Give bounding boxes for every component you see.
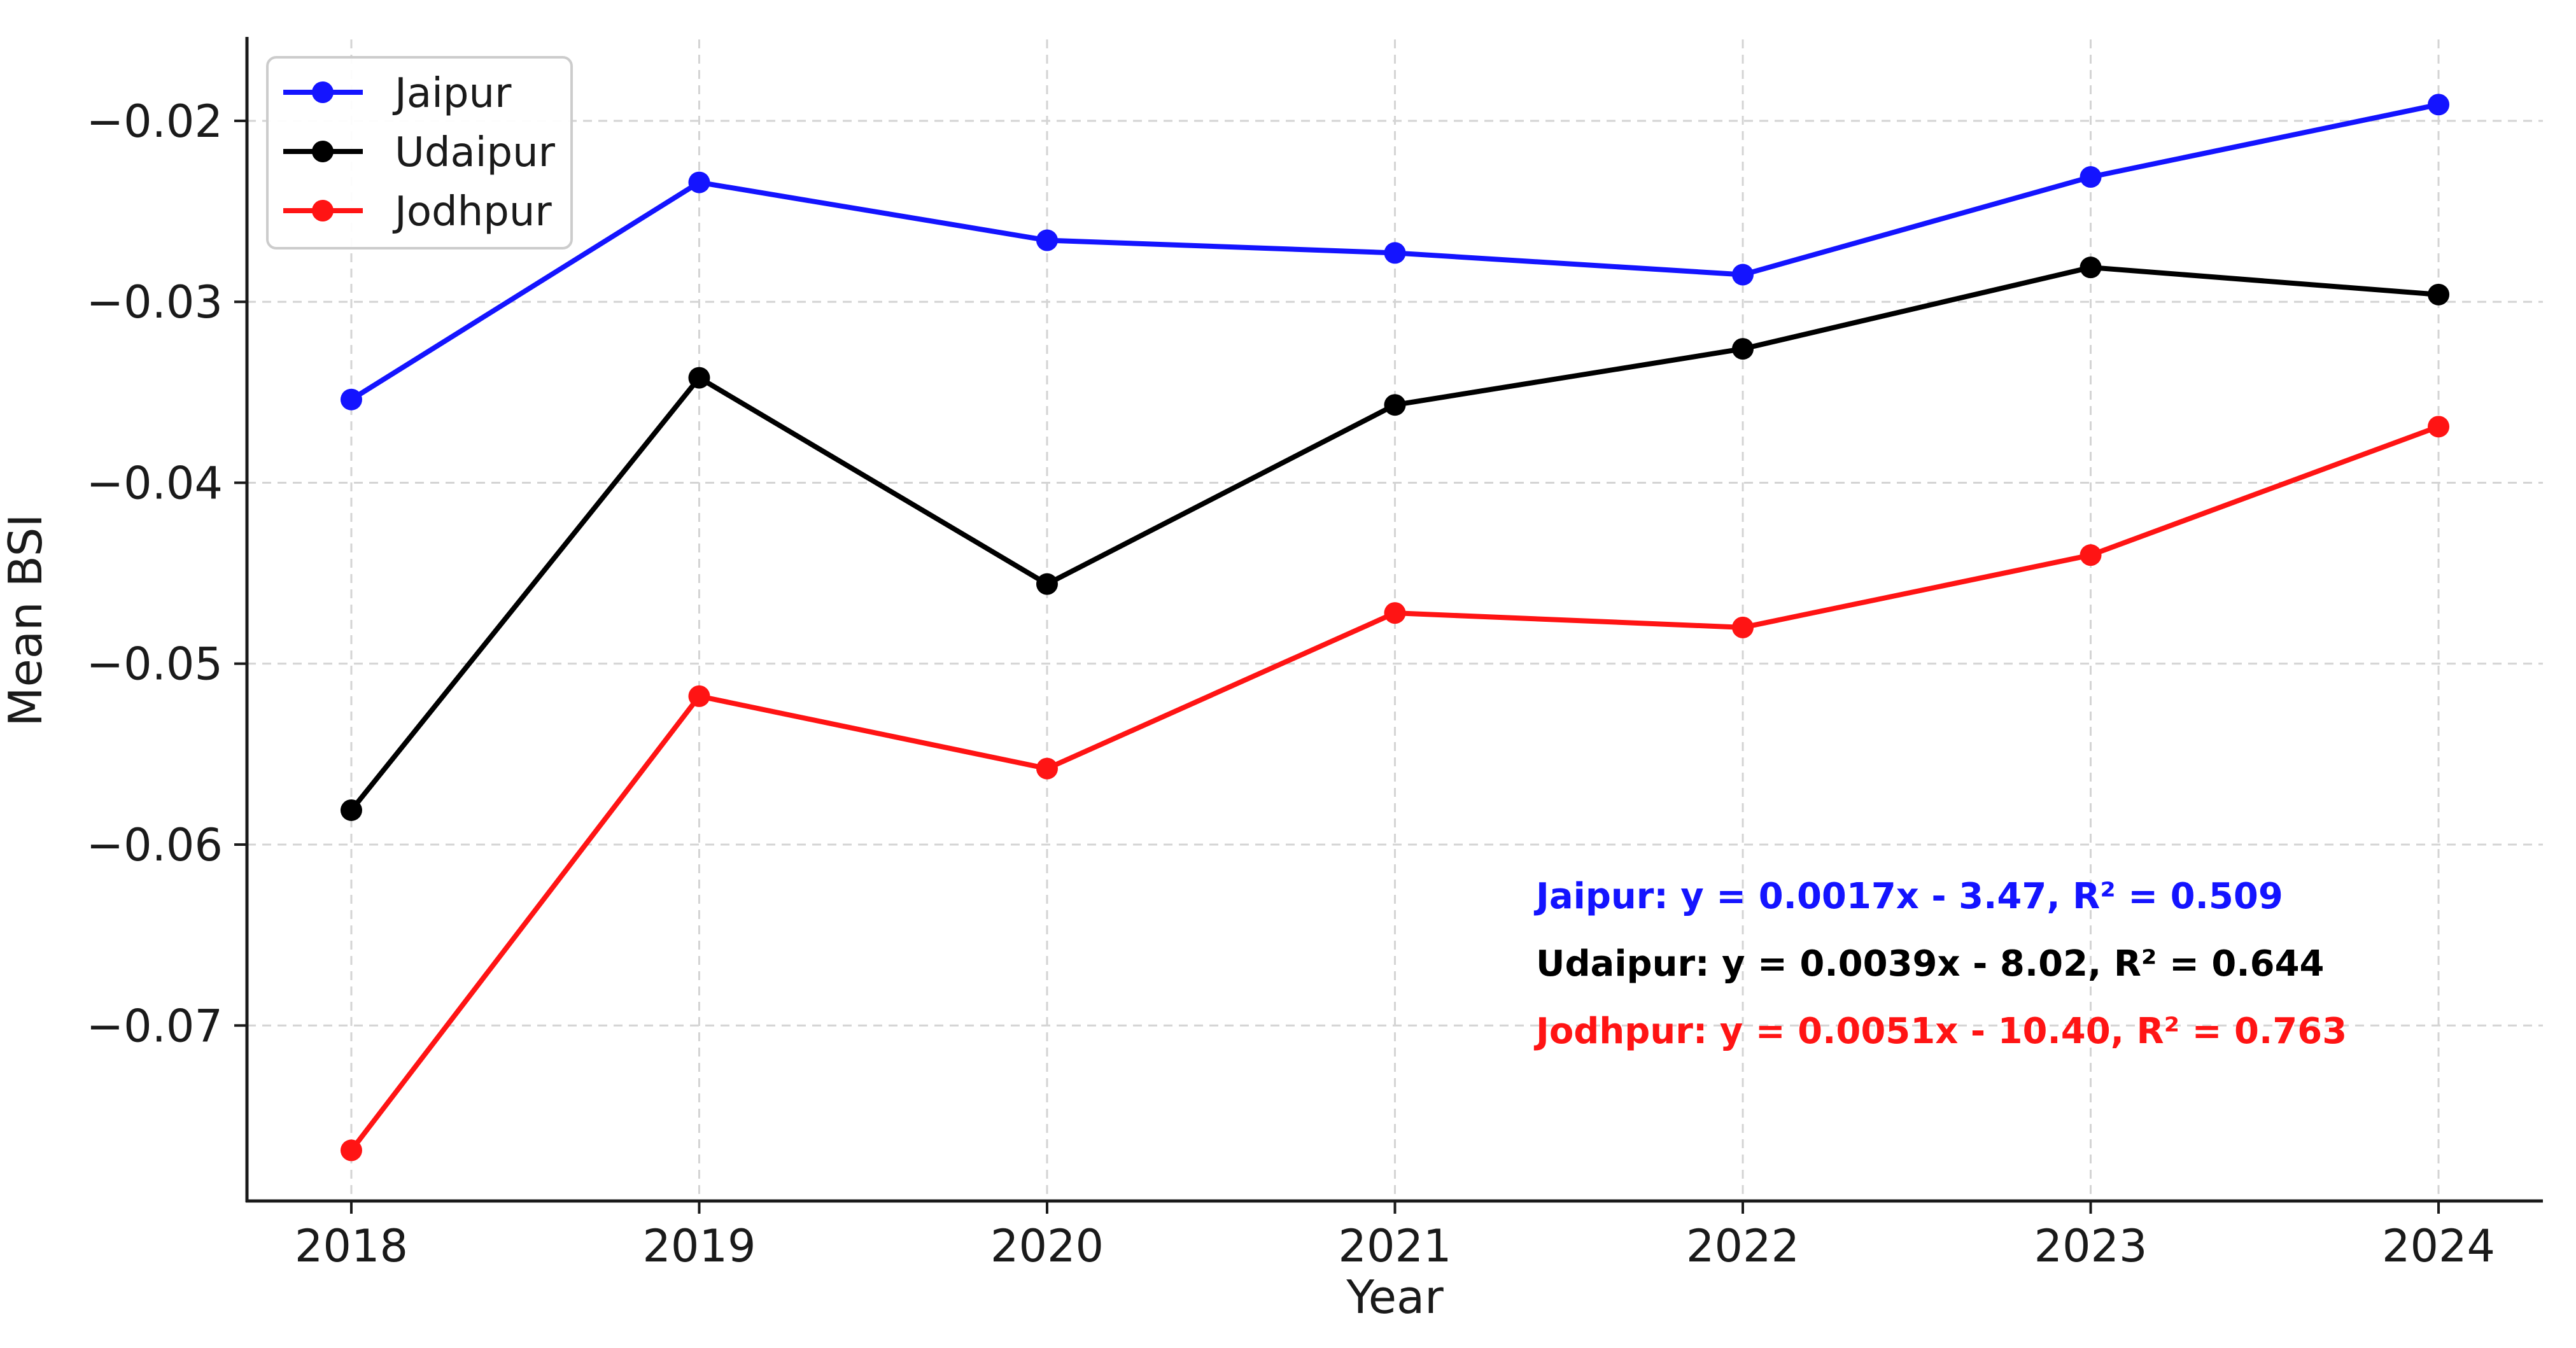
x-tick-label: 2024 <box>2382 1220 2495 1272</box>
x-tick-label: 2018 <box>295 1220 408 1272</box>
legend-swatch-marker <box>312 141 334 162</box>
x-tick-label: 2019 <box>642 1220 756 1272</box>
y-axis-title: Mean BSI <box>0 514 52 726</box>
regression-annotation-jaipur: Jaipur: y = 0.0017x - 3.47, R² = 0.509 <box>1533 876 2283 917</box>
series-jaipur <box>340 94 2450 411</box>
x-axis-title: Year <box>1346 1270 1444 1324</box>
y-tick-label: −0.07 <box>86 1000 223 1052</box>
legend-frame <box>266 56 573 249</box>
x-tick-label: 2021 <box>1338 1220 1451 1272</box>
data-point-jodhpur-2021 <box>1384 602 1406 624</box>
legend-label: Jodhpur <box>392 188 552 235</box>
data-point-jodhpur-2024 <box>2428 416 2450 438</box>
legend-label: Udaipur <box>395 129 556 176</box>
series-jodhpur <box>340 416 2450 1162</box>
data-point-jodhpur-2022 <box>1732 616 1754 638</box>
regression-annotation-jodhpur: Jodhpur: y = 0.0051x - 10.40, R² = 0.763 <box>1533 1011 2347 1052</box>
data-point-jodhpur-2020 <box>1036 757 1058 780</box>
ticks-layer: 2018 2019 2020 2021 2022 2023 2024 −0.07 −0.06 −0… <box>86 95 2495 1272</box>
x-tick-label: 2020 <box>990 1220 1104 1272</box>
series-layer <box>340 94 2450 1162</box>
y-tick-label: −0.05 <box>86 638 223 691</box>
x-tick-label: 2022 <box>1686 1220 1799 1272</box>
annotations: Jaipur: y = 0.0017x - 3.47, R² = 0.509 Ud… <box>1533 876 2347 1052</box>
data-point-udaipur-2021 <box>1384 394 1406 416</box>
regression-annotation-udaipur: Udaipur: y = 0.0039x - 8.02, R² = 0.644 <box>1536 943 2325 985</box>
x-tick-label: 2023 <box>2034 1220 2147 1272</box>
data-point-udaipur-2018 <box>340 799 362 821</box>
data-point-jaipur-2022 <box>1732 263 1754 286</box>
data-point-jaipur-2018 <box>340 388 362 411</box>
series-udaipur <box>340 256 2450 821</box>
data-point-jaipur-2019 <box>688 171 710 193</box>
data-point-udaipur-2019 <box>688 367 710 389</box>
legend-label: Jaipur <box>392 70 512 117</box>
data-point-udaipur-2024 <box>2428 283 2450 305</box>
data-point-udaipur-2022 <box>1732 338 1754 360</box>
data-point-jaipur-2020 <box>1036 229 1058 251</box>
legend-item-jaipur: Jaipur <box>283 70 512 117</box>
data-point-jaipur-2021 <box>1384 242 1406 264</box>
data-point-jodhpur-2018 <box>340 1139 362 1162</box>
y-tick-label: −0.02 <box>86 95 223 148</box>
legend-swatch-marker <box>312 81 334 103</box>
data-point-jaipur-2023 <box>2080 166 2102 188</box>
data-point-jodhpur-2023 <box>2080 544 2102 566</box>
data-point-udaipur-2020 <box>1036 573 1058 595</box>
y-tick-label: −0.06 <box>86 819 223 871</box>
y-tick-label: −0.03 <box>86 276 223 328</box>
data-point-jodhpur-2019 <box>688 685 710 707</box>
data-point-jaipur-2024 <box>2428 94 2450 116</box>
legend: Jaipur Udaipur Jodhpur <box>266 56 573 249</box>
legend-item-jodhpur: Jodhpur <box>283 188 552 235</box>
y-tick-label: −0.04 <box>86 457 223 509</box>
legend-swatch-marker <box>312 200 334 221</box>
data-point-udaipur-2023 <box>2080 256 2102 279</box>
legend-item-udaipur: Udaipur <box>283 129 556 176</box>
